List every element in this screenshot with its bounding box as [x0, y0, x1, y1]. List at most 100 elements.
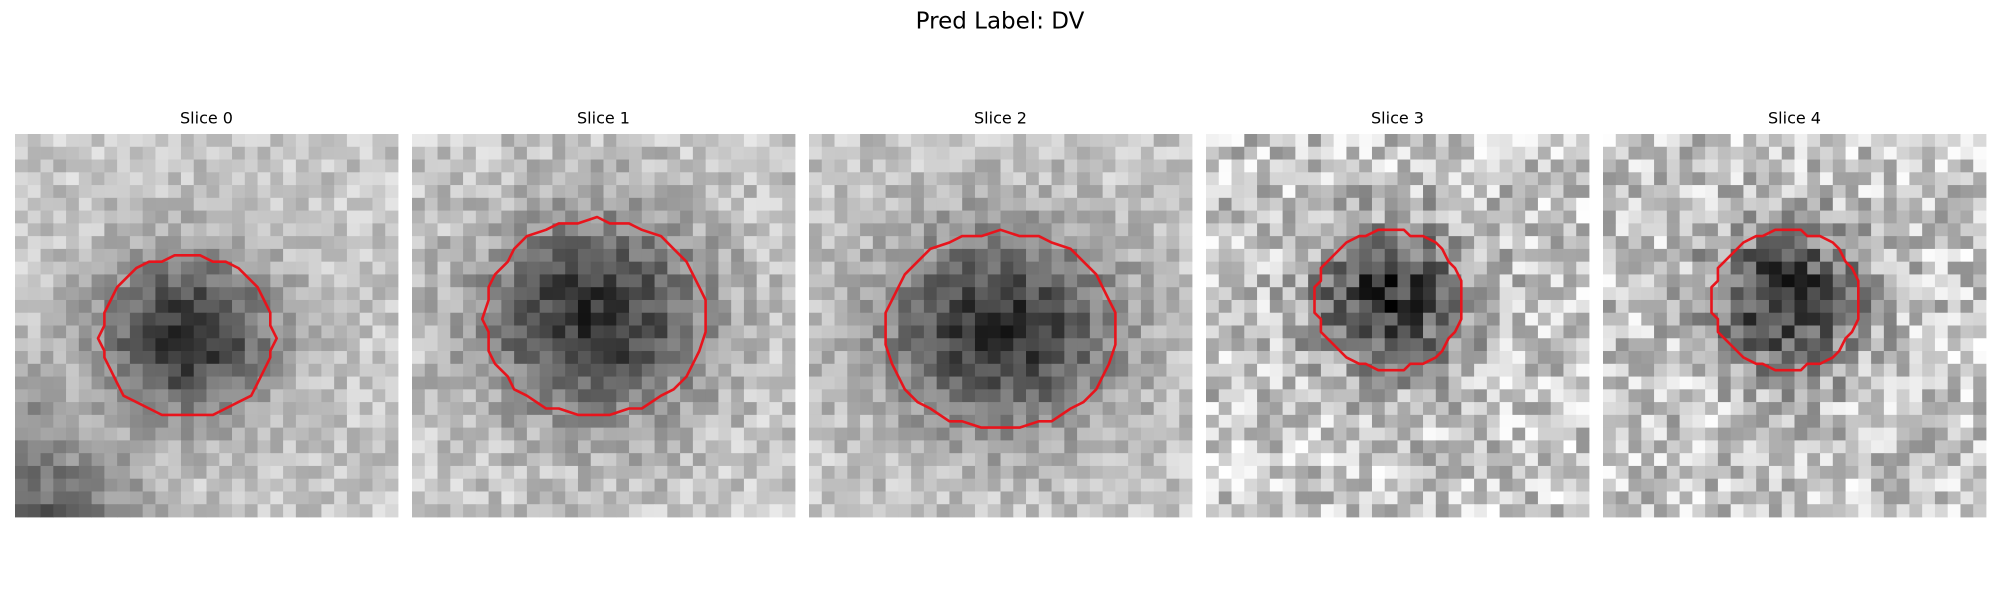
pixel [1743, 312, 1757, 326]
pixel [346, 338, 361, 352]
pixel [78, 414, 92, 429]
pixel [91, 402, 105, 416]
pixel [1423, 363, 1437, 377]
pixel [1064, 274, 1078, 288]
pixel [1179, 312, 1193, 326]
pixel [1845, 236, 1859, 250]
pixel [1947, 338, 1961, 352]
pixel [654, 287, 668, 301]
pixel [1384, 287, 1398, 301]
pixel [1781, 299, 1795, 314]
pixel [104, 491, 118, 505]
pixel [232, 134, 246, 148]
pixel [450, 427, 464, 441]
pixel [1448, 491, 1462, 505]
pixel [577, 172, 592, 186]
pixel [974, 465, 989, 480]
pixel [475, 376, 489, 390]
pixel [1206, 312, 1220, 326]
pixel [1832, 351, 1846, 365]
pixel [501, 299, 515, 314]
pixel [1563, 210, 1577, 224]
pixel [974, 236, 989, 250]
pixel [1845, 159, 1859, 173]
pixel [308, 351, 322, 365]
pixel [1140, 491, 1155, 505]
pixel [1537, 414, 1552, 429]
pixel [1026, 453, 1040, 467]
pixel [346, 248, 361, 263]
pixel [104, 465, 118, 480]
pixel [321, 478, 335, 492]
pixel [1832, 312, 1846, 326]
pixel [1282, 363, 1296, 377]
pixel [1026, 299, 1040, 314]
pixel [1730, 440, 1744, 454]
pixel [782, 185, 796, 199]
pixel [1525, 248, 1539, 263]
pixel [1960, 248, 1974, 263]
pixel [603, 389, 617, 403]
pixel [1206, 299, 1220, 314]
pixel [974, 312, 989, 326]
pixel [718, 172, 732, 186]
pixel [1666, 351, 1680, 365]
pixel [1947, 453, 1961, 467]
pixel [1153, 236, 1167, 250]
pixel [821, 159, 835, 173]
pixel [1448, 223, 1462, 237]
pixel [463, 223, 477, 237]
pixel [1781, 491, 1795, 505]
pixel [1934, 287, 1949, 301]
pixel [1603, 197, 1617, 211]
pixel [680, 376, 694, 390]
pixel [1179, 223, 1193, 237]
pixel [872, 248, 886, 263]
pixel [1244, 376, 1258, 390]
pixel [987, 465, 1001, 480]
pixel [1051, 223, 1065, 237]
pixel [1231, 261, 1245, 275]
figure-title: Pred Label: DV [916, 9, 1085, 35]
pixel [53, 376, 67, 390]
pixel [206, 274, 220, 288]
pixel [1064, 287, 1078, 301]
pixel [412, 414, 426, 429]
pixel [15, 185, 29, 199]
pixel [1679, 172, 1693, 186]
pixel [1947, 312, 1961, 326]
pixel [1537, 453, 1552, 467]
pixel [270, 134, 284, 148]
pixel [1947, 159, 1961, 173]
pixel [1384, 427, 1398, 441]
pixel [654, 299, 668, 314]
pixel [1435, 325, 1449, 339]
pixel [155, 325, 169, 339]
pixel [1794, 491, 1808, 505]
pixel [514, 376, 528, 390]
pixel [1512, 223, 1526, 237]
pixel [1717, 223, 1732, 237]
pixel [923, 414, 938, 429]
pixel [91, 274, 105, 288]
pixel [821, 146, 835, 160]
pixel [372, 210, 386, 224]
pixel [1922, 325, 1936, 339]
pixel [885, 134, 899, 148]
pixel [1883, 223, 1898, 237]
pixel [603, 338, 617, 352]
pixel [1896, 491, 1910, 505]
pixel [1512, 338, 1526, 352]
pixel [847, 504, 861, 518]
pixel [641, 351, 655, 365]
pixel [974, 146, 989, 160]
pixel [514, 440, 528, 454]
pixel [821, 248, 835, 263]
pixel [180, 440, 195, 454]
pixel [1960, 312, 1974, 326]
pixel [244, 402, 258, 416]
pixel [1871, 312, 1885, 326]
pixel [885, 338, 899, 352]
pixel [1346, 363, 1360, 377]
pixel [142, 440, 156, 454]
